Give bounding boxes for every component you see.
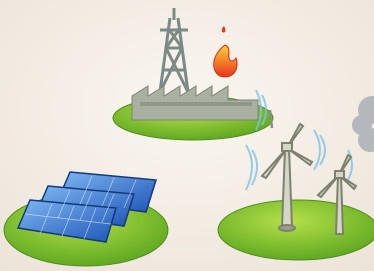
illustration xyxy=(0,0,374,271)
page xyxy=(0,0,374,271)
island-wind xyxy=(218,200,374,260)
